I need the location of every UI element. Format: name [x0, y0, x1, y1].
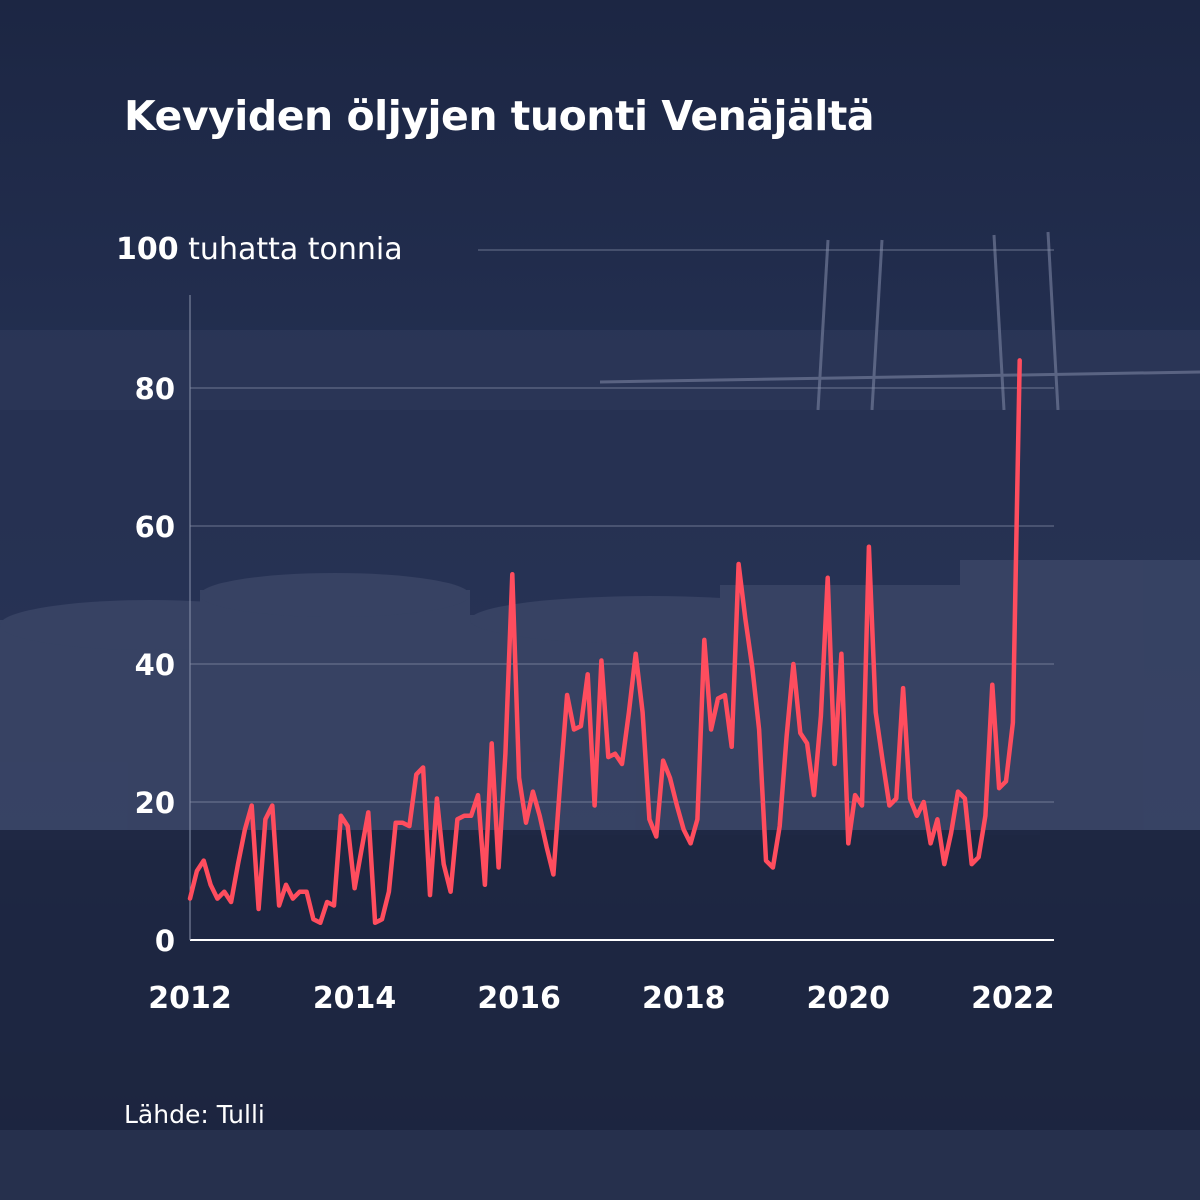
y-tick-label: 0 — [155, 924, 175, 958]
x-axis-ticks: 2012 2014 2016 2018 2020 2022 — [148, 981, 1054, 1016]
x-tick-label: 2018 — [642, 981, 726, 1016]
y-tick-label: 60 — [135, 510, 175, 544]
y-axis-top-value: 100 — [116, 232, 179, 267]
x-tick-label: 2012 — [148, 981, 232, 1016]
y-axis-unit-text: tuhatta tonnia — [188, 232, 403, 267]
y-tick-label: 40 — [135, 648, 175, 682]
x-tick-label: 2016 — [477, 981, 561, 1016]
x-tick-label: 2014 — [313, 981, 397, 1016]
y-tick-label: 80 — [135, 372, 175, 406]
y-axis-ticks: 0 20 40 60 80 — [135, 372, 175, 958]
source-note: Lähde: Tulli — [124, 1100, 265, 1129]
series-line-imports — [187, 358, 1022, 926]
y-tick-label: 20 — [135, 786, 175, 820]
y-axis-unit-label: 100 tuhatta tonnia — [116, 232, 403, 267]
gridlines — [190, 249, 1054, 803]
x-tick-label: 2022 — [971, 981, 1055, 1016]
chart-title: Kevyiden öljyjen tuonti Venäjältä — [124, 92, 875, 140]
x-tick-label: 2020 — [807, 981, 891, 1016]
